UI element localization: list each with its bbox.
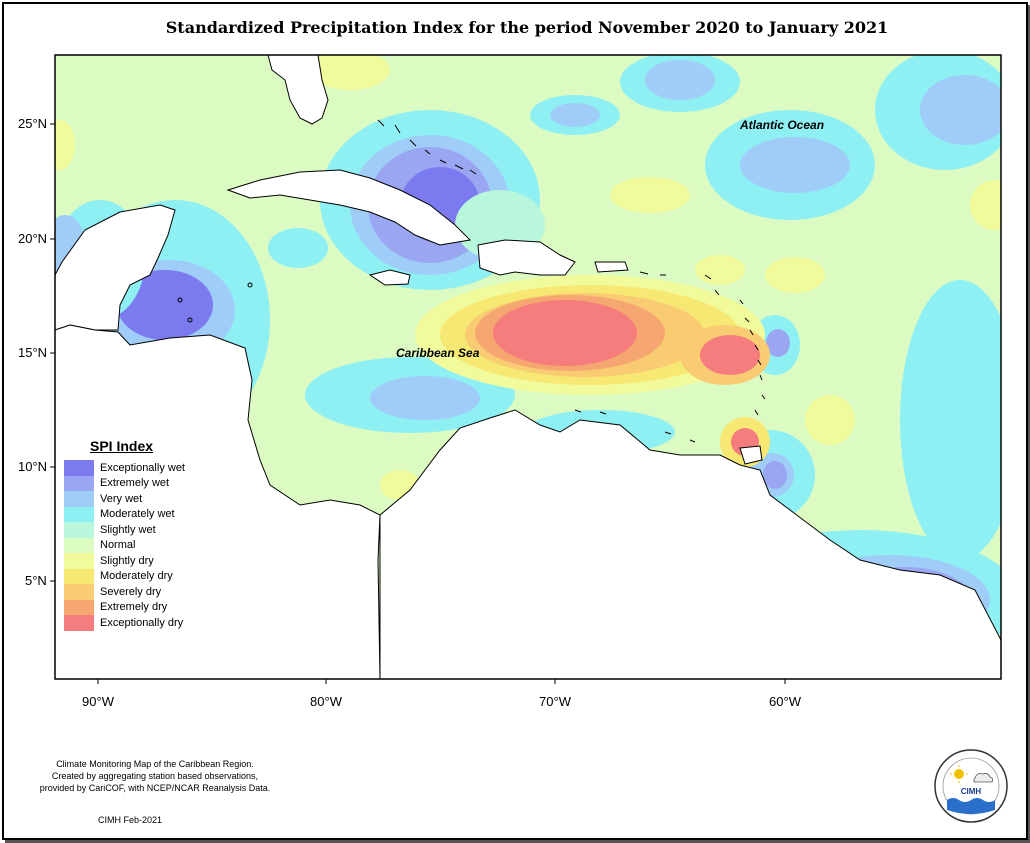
map-border — [54, 54, 1002, 680]
legend-swatch — [64, 599, 94, 615]
legend-label: Normal — [100, 539, 136, 552]
spi-legend: SPI Index Exceptionally wet Extremely wet… — [64, 438, 204, 631]
legend-swatch — [64, 537, 94, 553]
legend-swatch — [64, 553, 94, 569]
legend-label: Slightly dry — [100, 554, 154, 567]
legend-swatch — [64, 568, 94, 584]
legend-item: Severely dry — [64, 584, 204, 600]
legend-swatch — [64, 475, 94, 491]
legend-item: Moderately wet — [64, 506, 204, 522]
legend-item: Extremely wet — [64, 475, 204, 491]
legend-swatch — [64, 460, 94, 476]
legend-item: Moderately dry — [64, 568, 204, 584]
legend-label: Exceptionally wet — [100, 461, 185, 474]
legend-swatch — [64, 491, 94, 507]
lon-tick-70: 70°W — [539, 694, 571, 709]
legend-label: Extremely wet — [100, 477, 170, 490]
sun-icon — [954, 769, 964, 779]
lat-tick-15: 15°N — [18, 345, 48, 360]
legend-swatch — [64, 615, 94, 631]
lat-tick-10: 10°N — [18, 459, 48, 474]
legend-item: Very wet — [64, 491, 204, 507]
legend-label: Moderately dry — [100, 570, 173, 583]
legend-label: Very wet — [100, 492, 143, 505]
legend-title: SPI Index — [90, 438, 154, 454]
caribbean-sea-label: Caribbean Sea — [396, 346, 480, 360]
legend-label: Extremely dry — [100, 601, 168, 614]
lon-tick-80: 80°W — [310, 694, 342, 709]
credit-line-2: Created by aggregating station based obs… — [51, 771, 259, 781]
legend-item: Extremely dry — [64, 599, 204, 615]
lat-tick-25: 25°N — [18, 116, 48, 131]
land-masses — [55, 55, 1001, 679]
legend-label: Slightly wet — [100, 523, 156, 536]
credit-date: CIMH Feb-2021 — [98, 815, 163, 825]
lat-tick-5: 5°N — [25, 573, 47, 588]
legend-item: Exceptionally dry — [64, 615, 204, 631]
lat-tick-20: 20°N — [18, 231, 48, 246]
lesser-antilles — [177, 119, 766, 443]
cloud-icon — [973, 773, 994, 783]
legend-items: Exceptionally wet Extremely wet Very wet Mo… — [64, 460, 204, 631]
legend-item: Slightly dry — [64, 553, 204, 569]
wave-icon — [947, 798, 995, 814]
logo-text: CIMH — [961, 787, 982, 796]
legend-swatch — [64, 522, 94, 538]
lon-tick-90: 90°W — [82, 694, 114, 709]
credit-line-3: provided by CariCOF, with NCEP/NCAR Rean… — [39, 783, 271, 793]
cimh-logo: CIMH — [934, 749, 1008, 823]
legend-swatch — [64, 506, 94, 522]
credit-line-1: Climate Monitoring Map of the Caribbean … — [56, 759, 254, 769]
dry-zones — [55, 55, 1001, 500]
legend-swatch — [64, 584, 94, 600]
legend-item: Exceptionally wet — [64, 460, 204, 476]
legend-item: Normal — [64, 537, 204, 553]
credits: Climate Monitoring Map of the Caribbean … — [20, 758, 290, 794]
atlantic-ocean-label: Atlantic Ocean — [740, 118, 825, 132]
legend-item: Slightly wet — [64, 522, 204, 538]
legend-label: Exceptionally dry — [100, 616, 184, 629]
lon-tick-60: 60°W — [769, 694, 801, 709]
axis-ticks — [50, 123, 786, 684]
legend-label: Moderately wet — [100, 508, 175, 521]
legend-label: Severely dry — [100, 585, 162, 598]
map-title: Standardized Precipitation Index for the… — [165, 18, 889, 37]
